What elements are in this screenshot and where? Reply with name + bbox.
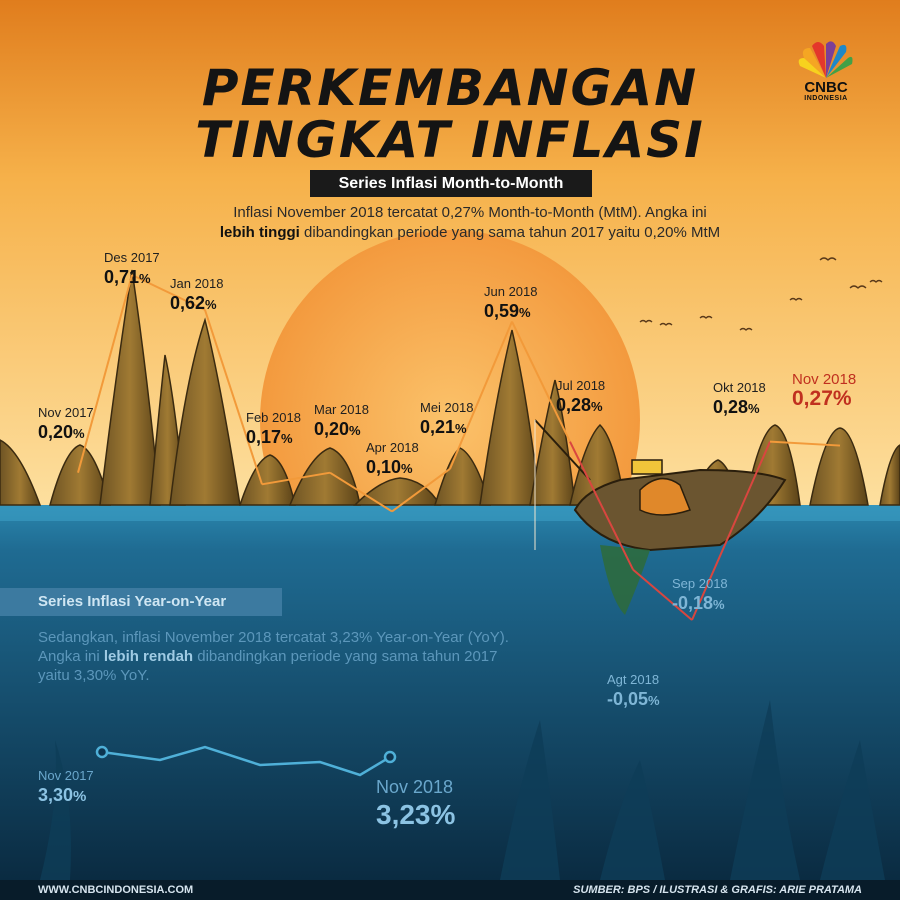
title-line-1: PERKEMBANGAN <box>201 59 699 117</box>
mtm-label-2: Des 2017 0,71% <box>104 250 160 290</box>
mtm-line-segment <box>261 471 331 486</box>
mtm-label-month: Mei 2018 <box>420 400 474 415</box>
mtm-label-9: Jul 2018 0,28% <box>556 378 605 418</box>
intro-part-1: Inflasi November 2018 tercatat 0,27% Mon… <box>233 204 707 221</box>
mtm-line-segment <box>131 274 206 311</box>
mtm-label-month: Jul 2018 <box>556 378 606 393</box>
mtm-label-month: Sep 2018 <box>672 576 728 591</box>
mtm-label-month: Apr 2018 <box>366 440 419 455</box>
footer-source: SUMBER: BPS / ILUSTRASI & GRAFIS: ARIE P… <box>573 884 862 896</box>
yoy-start-month: Nov 2017 <box>38 768 94 783</box>
birds <box>639 257 883 331</box>
mtm-label-12: Okt 2018 0,28% <box>713 380 766 420</box>
mtm-label-value: -0,18% <box>672 593 725 613</box>
yoy-section-heading: Series Inflasi Year-on-Year <box>0 588 282 616</box>
mtm-line-chart <box>77 274 841 621</box>
mtm-line-segment <box>511 321 571 443</box>
peacock-logo-icon <box>798 41 853 78</box>
mtm-label-1: Nov 2017 0,20% <box>38 405 94 445</box>
yoy-line <box>101 745 391 777</box>
mtm-line-segment <box>449 321 513 470</box>
logo-wordmark: CNBC <box>804 79 848 96</box>
mtm-line-segment <box>329 471 393 513</box>
mtm-label-value: 0,59% <box>484 301 531 321</box>
mtm-label-value: 0,21% <box>420 417 467 437</box>
mtm-label-value: 0,27% <box>792 387 852 410</box>
mtm-label-3: Jan 2018 0,62% <box>170 276 224 316</box>
mtm-line-segment <box>204 309 263 485</box>
title-line-2: TINGKAT INFLASI <box>195 111 705 169</box>
logo-subtext: INDONESIA <box>804 95 848 102</box>
mtm-label-month: Agt 2018 <box>607 672 660 687</box>
yoy-intro-text: Sedangkan, inflasi November 2018 tercata… <box>38 628 518 685</box>
mtm-label-6: Apr 2018 0,10% <box>366 440 419 480</box>
intro-bold: lebih tinggi <box>219 224 300 241</box>
mtm-label-7: Mei 2018 0,21% <box>420 400 473 440</box>
mtm-label-month: Nov 2018 <box>792 371 857 388</box>
mtm-line-segment <box>632 568 693 621</box>
mtm-label-value: 0,28% <box>556 395 603 415</box>
mtm-section-heading: Series Inflasi Month-to-Month <box>310 170 592 197</box>
yoy-text-part-1: Sedangkan, inflasi November 2018 tercata… <box>38 629 509 665</box>
mtm-label-value: 0,10% <box>366 457 413 477</box>
mtm-label-5: Mar 2018 0,20% <box>314 402 369 442</box>
mtm-label-month: Okt 2018 <box>713 380 766 395</box>
seaweed <box>40 700 885 880</box>
footer: WWW.CNBCINDONESIA.COM SUMBER: BPS / ILUS… <box>0 880 900 900</box>
yoy-text-part-2: dibandingkan periode yang sama tahun 201… <box>38 648 498 684</box>
mtm-label-month: Nov 2017 <box>38 405 94 420</box>
mtm-line-segment <box>569 441 634 571</box>
mtm-label-month: Jan 2018 <box>170 276 224 291</box>
yoy-start-value: 3,30% <box>38 785 87 805</box>
yoy-start-label: Nov 2017 3,30% <box>38 768 94 808</box>
mtm-label-8: Jun 2018 0,59% <box>484 284 538 324</box>
mtm-label-value: 0,20% <box>38 422 85 442</box>
mtm-label-value: 0,20% <box>314 419 361 439</box>
yoy-end-point <box>383 750 397 764</box>
mtm-label-11: Sep 2018 -0,18% <box>672 576 728 616</box>
mtm-label-value: -0,05% <box>607 689 660 709</box>
footer-website: WWW.CNBCINDONESIA.COM <box>38 884 194 896</box>
mtm-label-value: 0,28% <box>713 397 760 417</box>
mtm-label-month: Feb 2018 <box>246 410 301 425</box>
rock-mountains <box>0 269 900 506</box>
mtm-line-segment <box>691 441 771 621</box>
mtm-label-value: 0,62% <box>170 293 217 313</box>
yoy-text-bold: lebih rendah <box>103 648 194 665</box>
mtm-label-month: Jun 2018 <box>484 284 538 299</box>
mtm-label-value: 0,71% <box>104 267 151 287</box>
mtm-line-segment <box>77 274 133 473</box>
mtm-line-segment <box>391 468 451 513</box>
mtm-line-segment <box>769 440 841 447</box>
mtm-label-month: Des 2017 <box>104 250 160 265</box>
mtm-label-month: Mar 2018 <box>314 402 369 417</box>
fisherman-boat <box>534 419 787 615</box>
yoy-end-value: 3,23% <box>376 799 456 830</box>
yoy-end-label: Nov 2018 3,23% <box>376 776 455 832</box>
mtm-label-value: 0,17% <box>246 427 293 447</box>
cnbc-logo: CNBC INDONESIA <box>790 40 862 104</box>
mtm-label-4: Feb 2018 0,17% <box>246 410 301 450</box>
yoy-line-chart <box>95 745 397 777</box>
yoy-start-point <box>95 745 109 759</box>
mtm-label-13: Nov 2018 0,27% <box>792 372 856 410</box>
intro-part-2: dibandingkan periode yang sama tahun 201… <box>304 224 721 241</box>
yoy-end-month: Nov 2018 <box>376 777 454 797</box>
mtm-label-10: Agt 2018 -0,05% <box>607 672 660 712</box>
mtm-intro-text: Inflasi November 2018 tercatat 0,27% Mon… <box>150 203 790 243</box>
